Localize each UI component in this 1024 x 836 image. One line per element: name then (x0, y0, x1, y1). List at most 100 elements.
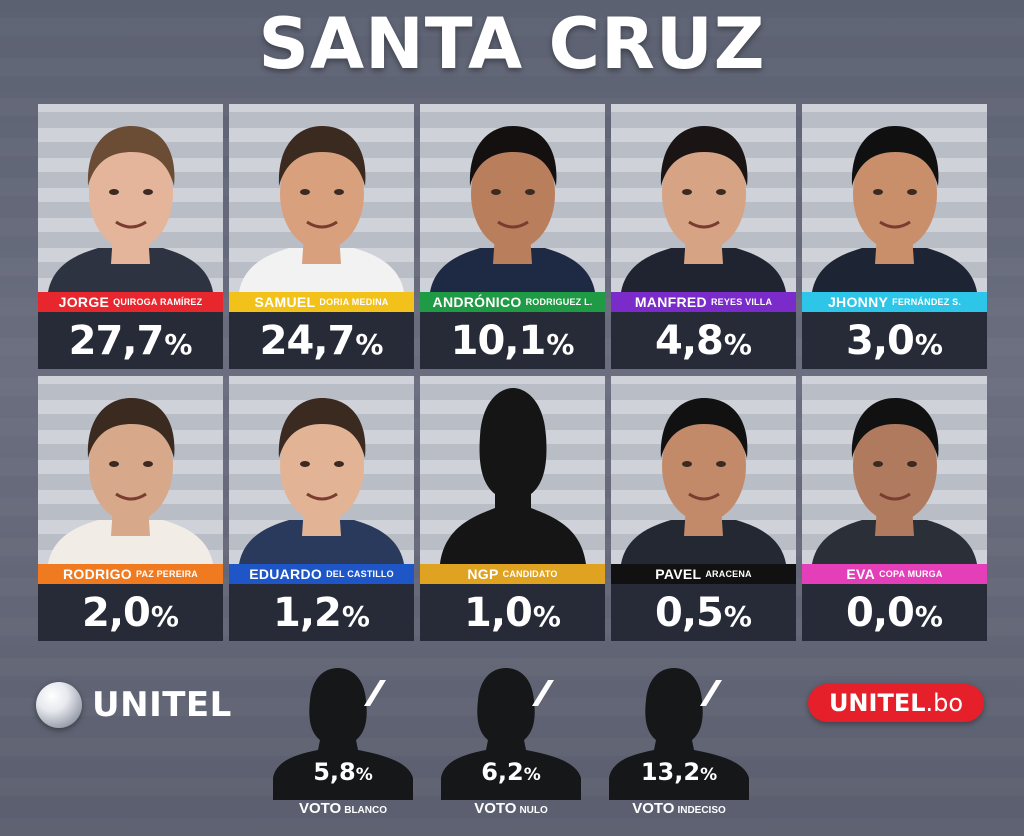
unitel-logo: UNITEL (36, 682, 232, 728)
candidate-card: RODRIGO PAZ PEREIRA 2,0% (38, 376, 223, 641)
candidate-photo (802, 104, 987, 292)
vote-block: 5,8% VOTO BLANCO (268, 660, 418, 830)
candidate-card: JHONNY FERNÁNDEZ S. 3,0% (802, 104, 987, 369)
percent-sign: % (723, 600, 752, 633)
candidate-name-bar: EDUARDO DEL CASTILLO (229, 564, 414, 584)
percentage-value: 4,8 (655, 317, 724, 364)
candidate-name-bar: SAMUEL DORIA MEDINA (229, 292, 414, 312)
silhouette-photo (420, 376, 605, 564)
person-silhouette-icon (441, 668, 581, 800)
vote-label-second: NULO (519, 805, 548, 816)
vote-value: 5,8 (313, 758, 356, 786)
percent-sign: % (523, 765, 541, 785)
candidate-percentage: 1,2% (229, 584, 414, 641)
candidate-last-name: FERNÁNDEZ S. (892, 297, 962, 307)
vote-label-first: VOTO (632, 800, 675, 817)
candidate-card: NGP CANDIDATO 1,0% (420, 376, 605, 641)
candidate-photo (229, 376, 414, 564)
candidate-last-name: REYES VILLA (710, 297, 773, 307)
candidate-last-name: QUIROGA RAMÍREZ (113, 297, 203, 307)
vote-label: VOTO BLANCO (268, 800, 418, 818)
percent-sign: % (355, 765, 373, 785)
vote-block: 13,2% VOTO INDECISO (604, 660, 754, 830)
candidate-last-name: RODRIGUEZ L. (525, 297, 593, 307)
candidate-photo (420, 104, 605, 292)
candidate-photo (611, 376, 796, 564)
percent-sign: % (341, 600, 370, 633)
percentage-value: 27,7 (68, 317, 165, 364)
percent-sign: % (723, 328, 752, 361)
unitel-bo-suffix: .bo (925, 689, 964, 717)
vote-label-first: VOTO (474, 800, 517, 817)
candidate-first-name: ANDRÓNICO (432, 294, 522, 310)
percent-sign: % (914, 600, 943, 633)
candidate-photo (229, 104, 414, 292)
percent-sign: % (546, 328, 575, 361)
candidate-percentage: 10,1% (420, 312, 605, 369)
percent-sign: % (914, 328, 943, 361)
candidate-card: EDUARDO DEL CASTILLO 1,2% (229, 376, 414, 641)
unitel-bo-main: UNITEL (828, 689, 926, 717)
candidate-first-name: EVA (846, 566, 876, 582)
candidate-last-name: PAZ PEREIRA (135, 569, 199, 579)
vote-block: 6,2% VOTO NULO (436, 660, 586, 830)
candidate-name-bar: PAVEL ARACENA (611, 564, 796, 584)
percentage-value: 1,2 (273, 589, 342, 636)
candidate-first-name: JORGE (58, 294, 110, 310)
candidate-percentage: 2,0% (38, 584, 223, 641)
candidate-photo (38, 376, 223, 564)
candidate-name-bar: RODRIGO PAZ PEREIRA (38, 564, 223, 584)
candidate-percentage: 0,5% (611, 584, 796, 641)
candidate-percentage: 27,7% (38, 312, 223, 369)
percent-sign: % (532, 600, 561, 633)
vote-value: 13,2 (640, 758, 701, 786)
vote-percentage: 6,2% (436, 758, 586, 786)
percent-sign: % (150, 600, 179, 633)
candidate-first-name: NGP (467, 566, 499, 582)
vote-label-first: VOTO (298, 800, 342, 817)
percent-sign: % (164, 328, 193, 361)
unitel-orb-icon (36, 682, 82, 728)
candidate-last-name: COPA MURGA (879, 569, 943, 579)
candidate-first-name: MANFRED (634, 294, 707, 310)
percentage-value: 24,7 (259, 317, 356, 364)
candidate-name-bar: EVA COPA MURGA (802, 564, 987, 584)
vote-label-second: BLANCO (344, 805, 387, 816)
vote-percentage: 5,8% (268, 758, 418, 786)
vote-label-second: INDECISO (677, 805, 726, 816)
candidate-last-name: ARACENA (705, 569, 752, 579)
person-silhouette-icon (273, 668, 413, 800)
vote-value: 6,2 (481, 758, 524, 786)
percent-sign: % (355, 328, 384, 361)
candidate-first-name: EDUARDO (249, 566, 323, 582)
percentage-value: 1,0 (464, 589, 533, 636)
candidate-percentage: 1,0% (420, 584, 605, 641)
percentage-value: 0,5 (655, 589, 724, 636)
candidate-first-name: RODRIGO (62, 566, 132, 582)
candidate-name-bar: ANDRÓNICO RODRIGUEZ L. (420, 292, 605, 312)
candidate-name-bar: MANFRED REYES VILLA (611, 292, 796, 312)
candidate-first-name: SAMUEL (254, 294, 316, 310)
candidate-name-bar: NGP CANDIDATO (420, 564, 605, 584)
candidate-name-bar: JORGE QUIROGA RAMÍREZ (38, 292, 223, 312)
candidate-percentage: 24,7% (229, 312, 414, 369)
percentage-value: 0,0 (846, 589, 915, 636)
percentage-value: 2,0 (82, 589, 151, 636)
page-title: SANTA CRUZ (258, 3, 766, 85)
candidate-card: JORGE QUIROGA RAMÍREZ 27,7% (38, 104, 223, 369)
person-silhouette-icon (609, 668, 749, 800)
candidate-last-name: DORIA MEDINA (319, 297, 389, 307)
candidate-first-name: PAVEL (655, 566, 702, 582)
vote-percentage: 13,2% (604, 758, 754, 786)
candidate-card: EVA COPA MURGA 0,0% (802, 376, 987, 641)
candidate-last-name: DEL CASTILLO (326, 569, 394, 579)
unitel-bo-logo: UNITEL .bo (808, 684, 984, 722)
percent-sign: % (700, 765, 718, 785)
candidate-card: ANDRÓNICO RODRIGUEZ L. 10,1% (420, 104, 605, 369)
candidate-percentage: 0,0% (802, 584, 987, 641)
unitel-logo-text: UNITEL (92, 685, 232, 725)
candidate-photo (38, 104, 223, 292)
candidate-photo (611, 104, 796, 292)
candidate-percentage: 4,8% (611, 312, 796, 369)
percentage-value: 3,0 (846, 317, 915, 364)
